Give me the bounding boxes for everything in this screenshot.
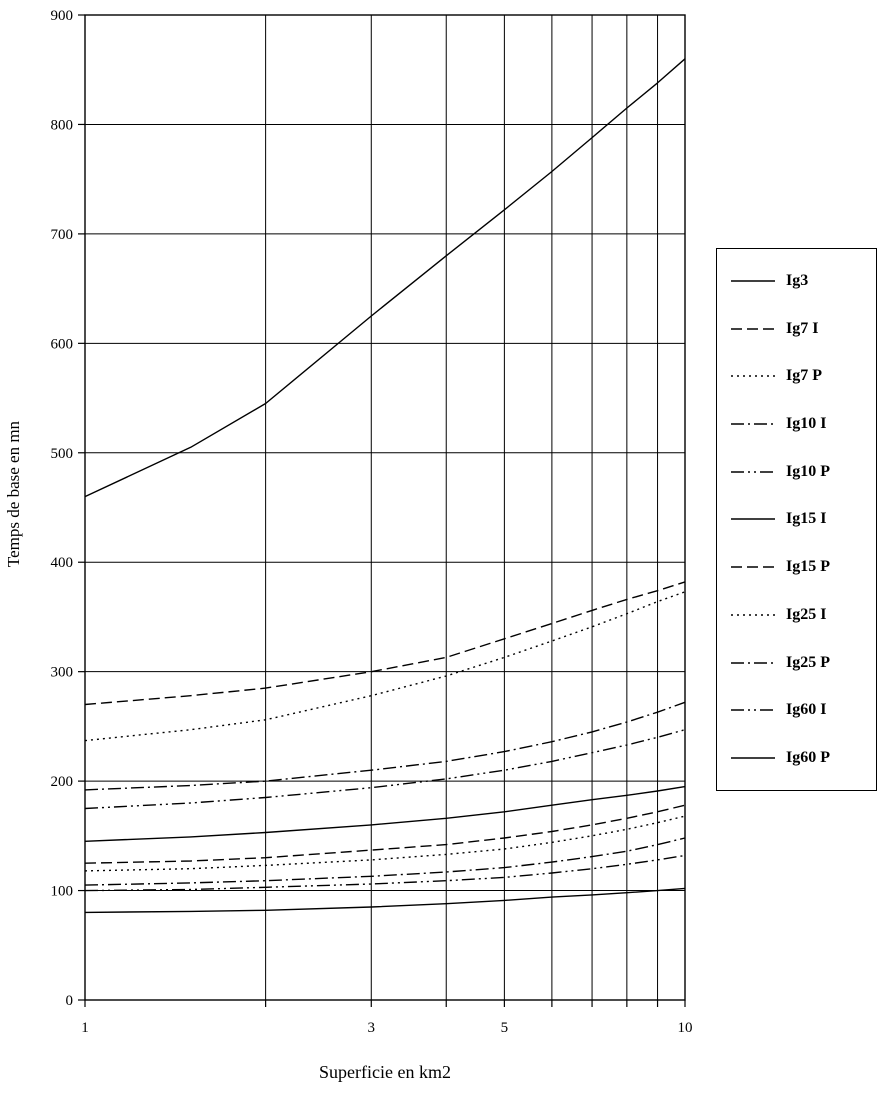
legend-item-ig15-p: Ig15 P — [717, 558, 876, 576]
legend-line-sample — [731, 566, 775, 568]
x-tick-label: 3 — [368, 1020, 376, 1036]
series-line-ig7-p — [84, 591, 686, 742]
series-line-ig3 — [84, 58, 686, 498]
series-line-ig10-i — [84, 701, 686, 791]
legend-line-sample — [731, 280, 775, 282]
legend-line-sample — [731, 614, 775, 616]
legend-label: Ig10 I — [786, 415, 827, 433]
legend-item-ig60-i: Ig60 I — [717, 701, 876, 719]
legend-line-sample — [731, 518, 775, 521]
legend-label: Ig7 P — [786, 367, 822, 385]
y-tick-label: 400 — [51, 555, 74, 571]
legend-line-sample — [731, 757, 775, 759]
series-line-ig15-i — [84, 785, 686, 842]
legend-item-ig25-p: Ig25 P — [717, 654, 876, 672]
y-tick-label: 200 — [51, 774, 74, 790]
series-line-ig60-i — [84, 854, 686, 892]
y-tick-label: 700 — [51, 227, 74, 243]
y-tick-label: 500 — [51, 446, 74, 462]
legend-label: Ig10 P — [786, 462, 830, 480]
legend-line-sample — [731, 375, 775, 377]
x-tick-label: 10 — [678, 1020, 693, 1036]
legend-line-sample — [731, 709, 775, 712]
legend-line-sample — [731, 471, 775, 473]
legend-item-ig3: Ig3 — [717, 272, 876, 290]
legend-label: Ig25 P — [786, 653, 830, 671]
y-tick-label: 800 — [51, 117, 74, 133]
legend-line-sample — [731, 327, 775, 330]
y-tick-label: 600 — [51, 336, 74, 352]
legend-label: Ig25 I — [786, 605, 827, 623]
legend-line-sample — [731, 661, 775, 664]
x-tick-label: 1 — [81, 1020, 89, 1036]
legend-item-ig10-p: Ig10 P — [717, 463, 876, 481]
legend-label: Ig3 — [786, 271, 809, 289]
series-line-ig25-p — [84, 837, 686, 886]
series-line-ig10-p — [84, 729, 686, 810]
y-tick-label: 100 — [51, 884, 74, 900]
x-tick-label: 5 — [501, 1020, 509, 1036]
series-line-ig15-p — [84, 804, 686, 864]
legend-item-ig10-i: Ig10 I — [717, 415, 876, 433]
x-axis-title: Superficie en km2 — [319, 1062, 451, 1082]
legend-label: Ig15 I — [786, 510, 827, 528]
y-tick-label: 300 — [51, 665, 74, 681]
legend-label: Ig15 P — [786, 558, 830, 576]
legend-label: Ig7 I — [786, 319, 819, 337]
legend-item-ig15-i: Ig15 I — [717, 510, 876, 528]
legend-label: Ig60 I — [786, 701, 827, 719]
legend-line-sample — [731, 423, 775, 425]
legend-item-ig7-p: Ig7 P — [717, 367, 876, 385]
legend-item-ig25-i: Ig25 I — [717, 606, 876, 624]
y-axis-title: Temps de base en mn — [4, 420, 23, 568]
y-tick-label: 900 — [51, 8, 74, 24]
series-line-ig60-p — [84, 887, 686, 914]
series-line-ig7-i — [84, 581, 686, 706]
chart-legend: Ig3 Ig7 I Ig7 P Ig10 I Ig10 P Ig15 I Ig15 P Ig2… — [716, 248, 877, 791]
legend-label: Ig60 P — [786, 749, 830, 767]
plot-border — [84, 14, 686, 1001]
series-line-ig25-i — [84, 815, 686, 872]
legend-item-ig60-p: Ig60 P — [717, 749, 876, 767]
legend-item-ig7-i: Ig7 I — [717, 320, 876, 338]
y-tick-label: 0 — [66, 993, 74, 1009]
